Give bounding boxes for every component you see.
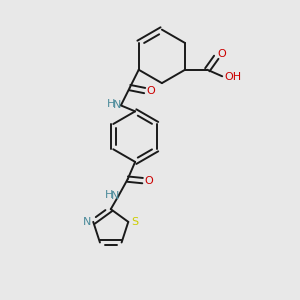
Text: N: N: [113, 100, 122, 110]
Text: O: O: [146, 85, 155, 96]
Text: H: H: [107, 99, 116, 109]
Text: H: H: [104, 190, 113, 200]
Text: O: O: [144, 176, 153, 186]
Text: O: O: [217, 49, 226, 59]
Text: S: S: [131, 217, 138, 227]
Text: OH: OH: [224, 72, 241, 82]
Text: N: N: [110, 191, 119, 201]
Text: N: N: [82, 217, 91, 227]
